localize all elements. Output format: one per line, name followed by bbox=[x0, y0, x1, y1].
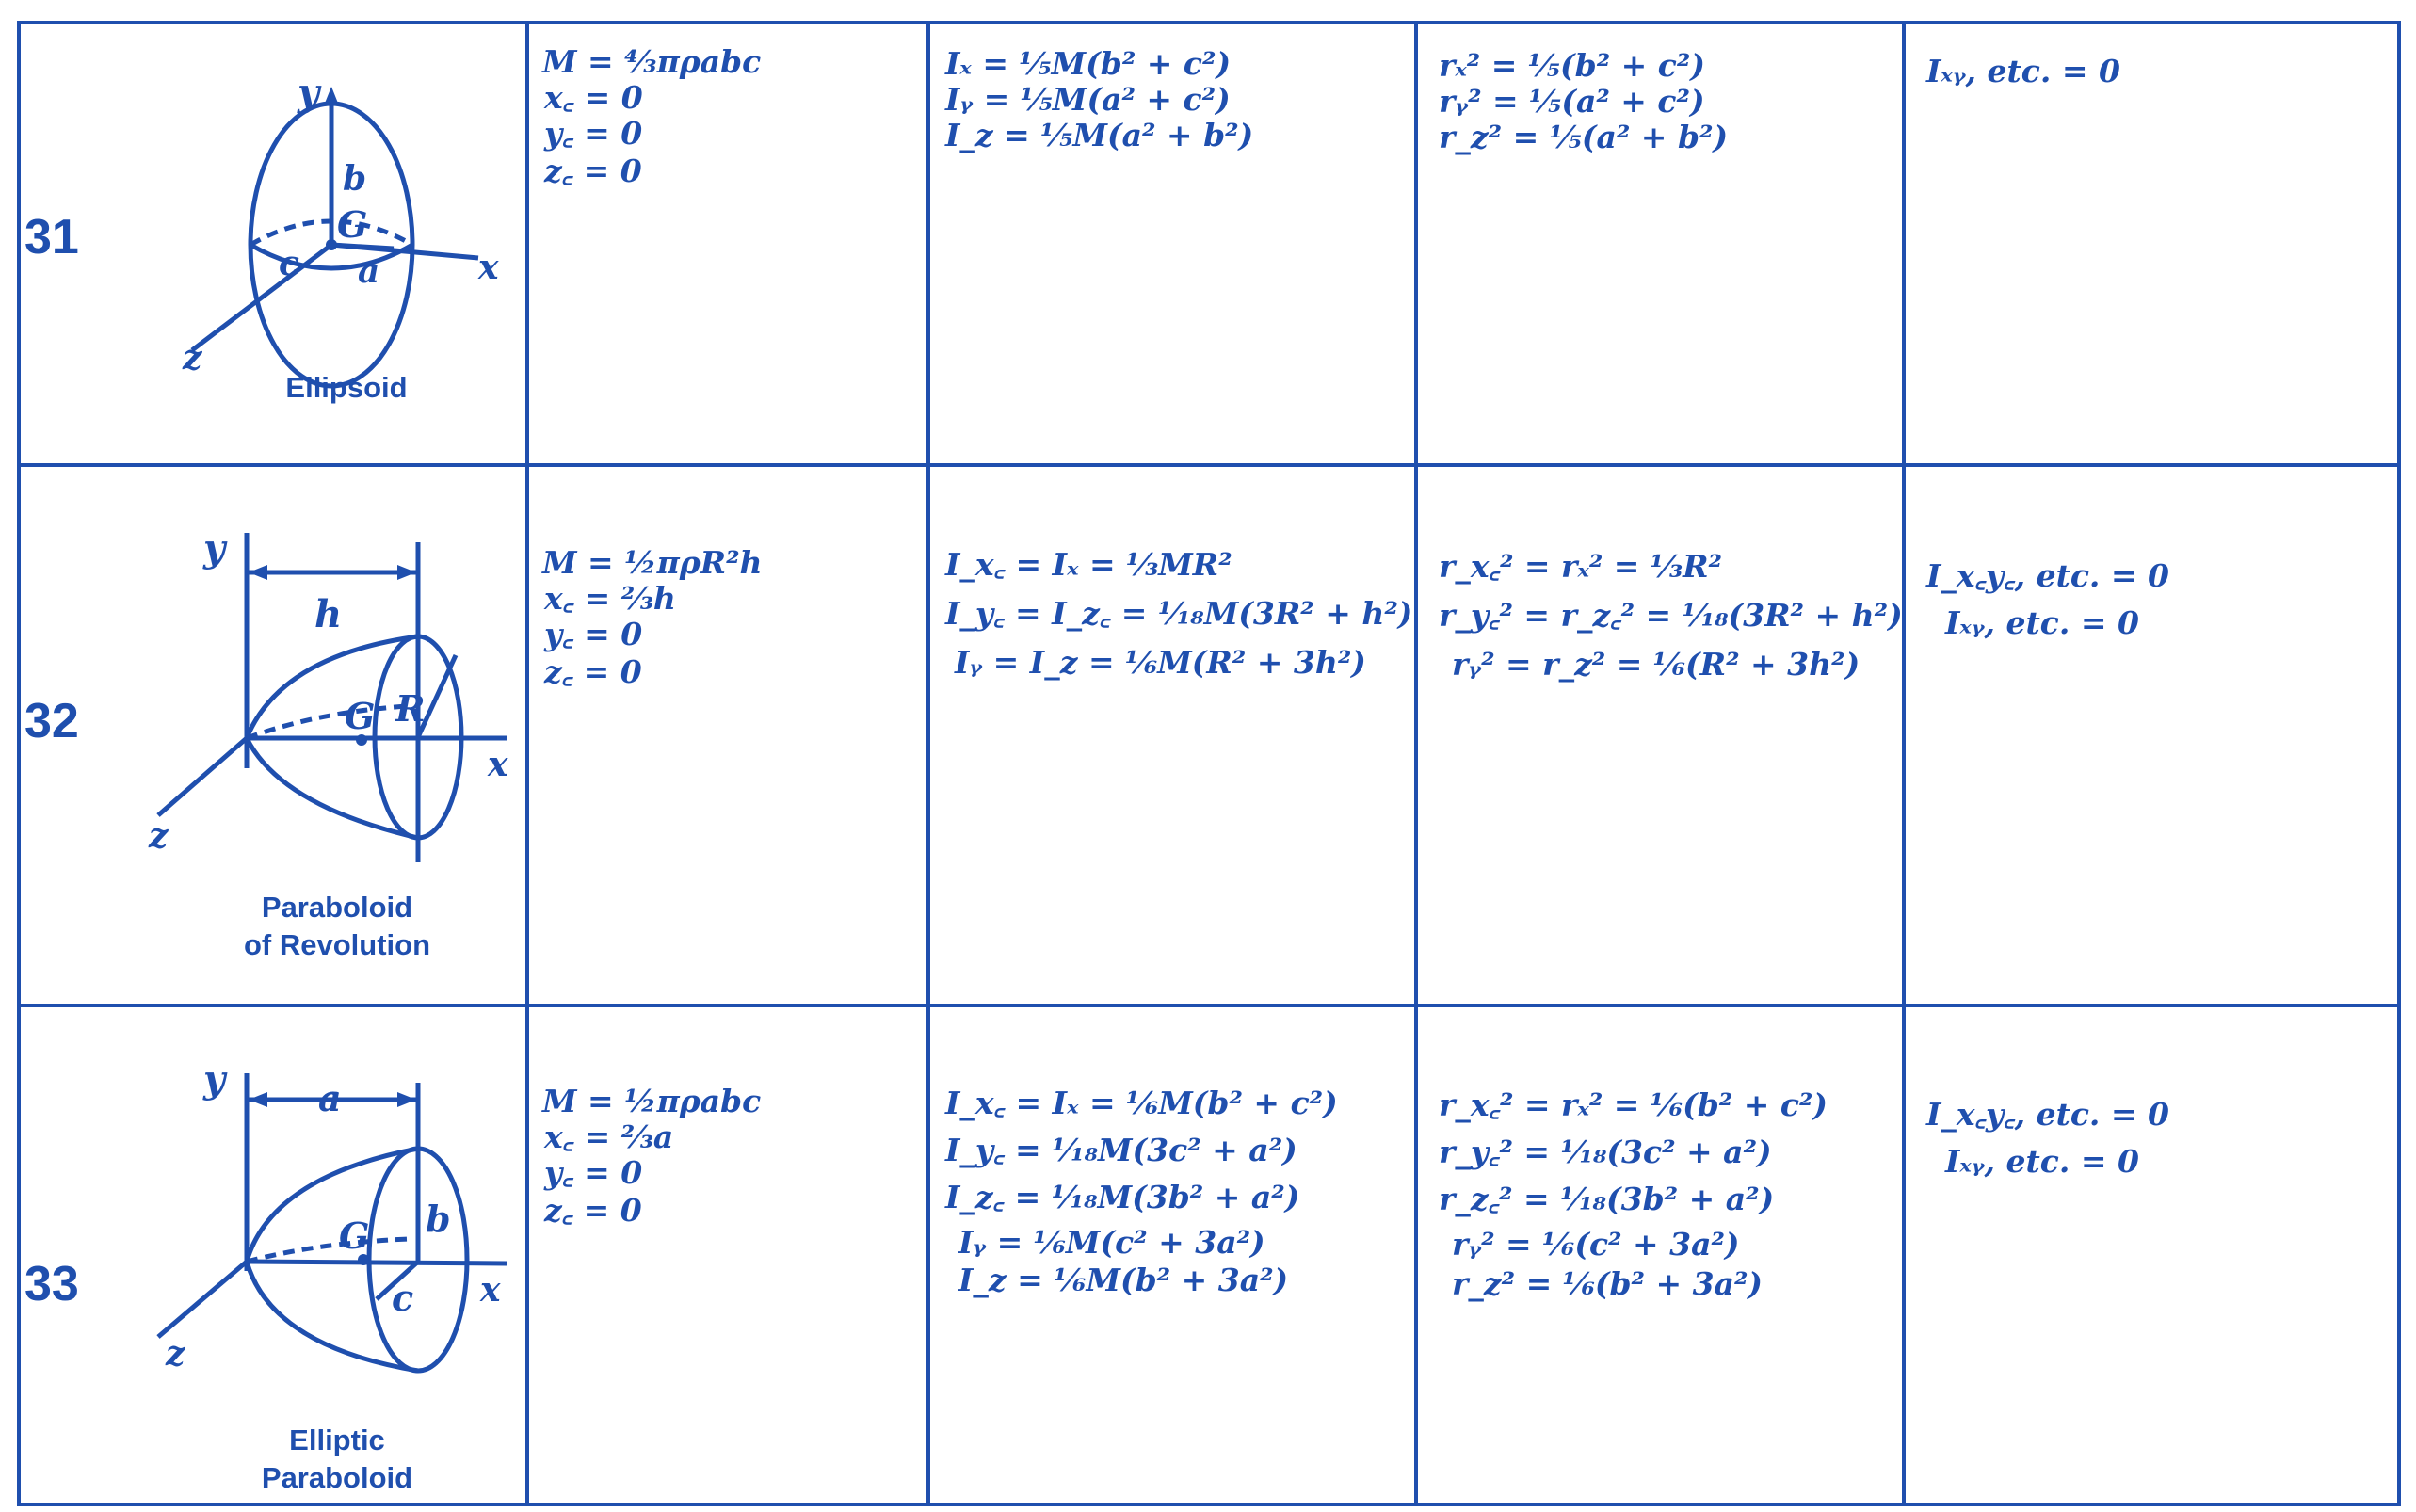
table-row: 32 y x z bbox=[17, 467, 2401, 1004]
formula: x꜀ = ⅔a bbox=[544, 1118, 674, 1155]
formula: I_z꜀ = ¹⁄₁₈M(3b² + a²) bbox=[945, 1179, 1300, 1215]
formula: M = ⁴⁄₃πρabc bbox=[542, 43, 762, 80]
formula: r_z꜀² = ¹⁄₁₈(3b² + a²) bbox=[1439, 1181, 1775, 1217]
formula: I_y꜀ = I_z꜀ = ¹⁄₁₈M(3R² + h²) bbox=[945, 595, 1413, 632]
row-number: 33 bbox=[24, 1257, 79, 1311]
table-border-left bbox=[17, 21, 21, 1506]
formula: Iₓ = ⅕M(b² + c²) bbox=[945, 45, 1232, 82]
formula: x꜀ = ⅔h bbox=[544, 580, 676, 617]
row-divider-1 bbox=[17, 463, 2401, 467]
table-border-right bbox=[2397, 21, 2401, 1506]
caption-line: Paraboloid bbox=[261, 891, 413, 924]
formula: r_x꜀² = rₓ² = ⅓R² bbox=[1439, 548, 1722, 585]
formula: rᵧ² = ⅕(a² + c²) bbox=[1439, 83, 1705, 120]
centroid-label: G bbox=[339, 1214, 369, 1257]
formula: z꜀ = 0 bbox=[544, 153, 642, 189]
properties-table: 31 y x z b a c G bbox=[17, 21, 2401, 1506]
elliptic-paraboloid-figure: y x z a b c G bbox=[130, 1057, 525, 1403]
axis-label-y: y bbox=[297, 71, 322, 115]
ellipsoid-figure: y x z b a c G bbox=[158, 49, 516, 389]
formula: Iᵧ = I_z = ⅙M(R² + 3h²) bbox=[955, 644, 1366, 681]
axis-label-x: x bbox=[479, 1270, 501, 1310]
caption-line: Elliptic bbox=[289, 1424, 385, 1456]
formula: r_z² = ⅙(b² + 3a²) bbox=[1452, 1265, 1764, 1302]
formula: y꜀ = 0 bbox=[544, 616, 643, 652]
formula: rᵧ² = ⅙(c² + 3a²) bbox=[1452, 1226, 1740, 1263]
dimension-label-b: b bbox=[343, 159, 366, 199]
caption-line: of Revolution bbox=[243, 928, 431, 961]
column-divider-3 bbox=[1414, 21, 1418, 1506]
formula: y꜀ = 0 bbox=[544, 115, 643, 152]
formula: x꜀ = 0 bbox=[544, 79, 643, 116]
formula: r_y꜀² = r_z꜀² = ¹⁄₁₈(3R² + h²) bbox=[1439, 597, 1903, 634]
table-border-bottom bbox=[17, 1503, 2401, 1506]
formula: I_x꜀ = Iₓ = ⅓MR² bbox=[945, 546, 1232, 583]
caption-line: Ellipsoid bbox=[285, 371, 408, 404]
table-row: 33 y x z bbox=[17, 1007, 2401, 1503]
centroid-label: G bbox=[345, 695, 375, 737]
paraboloid-of-revolution-figure: y x z h R G bbox=[130, 523, 525, 881]
column-divider-4 bbox=[1902, 21, 1906, 1506]
table-border-top bbox=[17, 21, 2401, 24]
formula: Iₓᵧ, etc. = 0 bbox=[1945, 604, 2139, 641]
row-number: 31 bbox=[24, 210, 79, 265]
axis-label-z: z bbox=[165, 1334, 186, 1374]
row-number: 32 bbox=[24, 694, 79, 748]
formula: Iᵧ = ⅙M(c² + 3a²) bbox=[958, 1224, 1265, 1261]
formula: I_x꜀y꜀, etc. = 0 bbox=[1926, 557, 2170, 594]
formula: rᵧ² = r_z² = ⅙(R² + 3h²) bbox=[1452, 646, 1860, 683]
formula: z꜀ = 0 bbox=[544, 1192, 642, 1229]
formula: I_x꜀y꜀, etc. = 0 bbox=[1926, 1096, 2170, 1133]
caption-line: Paraboloid bbox=[261, 1461, 413, 1494]
formula: r_x꜀² = rₓ² = ⅙(b² + c²) bbox=[1439, 1086, 1828, 1123]
axis-label-z: z bbox=[148, 816, 169, 856]
formula: Iₓᵧ, etc. = 0 bbox=[1926, 53, 2120, 89]
column-divider-1 bbox=[525, 21, 529, 1506]
formula: I_z = ⅕M(a² + b²) bbox=[945, 117, 1254, 153]
dimension-label-c: c bbox=[279, 244, 299, 283]
centroid-label: G bbox=[337, 203, 367, 246]
dimension-label-a: a bbox=[358, 251, 379, 291]
formula: M = ½πρabc bbox=[542, 1083, 762, 1119]
dimension-label-c: c bbox=[392, 1277, 413, 1319]
axis-label-z: z bbox=[182, 338, 203, 378]
formula: M = ½πρR²h bbox=[542, 544, 763, 581]
shape-caption: Ellipsoid bbox=[168, 369, 525, 407]
formula: Iᵧ = ⅕M(a² + c²) bbox=[945, 81, 1231, 118]
formula: Iₓᵧ, etc. = 0 bbox=[1945, 1143, 2139, 1180]
formula: y꜀ = 0 bbox=[544, 1154, 643, 1191]
formula: r_y꜀² = ¹⁄₁₈(3c² + a²) bbox=[1439, 1134, 1772, 1170]
dimension-label-h: h bbox=[314, 592, 342, 636]
dimension-label-a: a bbox=[318, 1077, 342, 1119]
table-row: 31 y x z b a c G bbox=[17, 21, 2401, 463]
formula: I_x꜀ = Iₓ = ⅙M(b² + c²) bbox=[945, 1085, 1338, 1121]
shape-caption: Paraboloid of Revolution bbox=[158, 889, 516, 964]
formula: I_y꜀ = ¹⁄₁₈M(3c² + a²) bbox=[945, 1132, 1297, 1168]
axis-label-x: x bbox=[477, 248, 499, 287]
formula: r_z² = ⅕(a² + b²) bbox=[1439, 119, 1729, 155]
axis-label-x: x bbox=[487, 745, 508, 784]
formula: z꜀ = 0 bbox=[544, 653, 642, 690]
formula: I_z = ⅙M(b² + 3a²) bbox=[958, 1262, 1289, 1298]
formula: rₓ² = ⅕(b² + c²) bbox=[1439, 47, 1705, 84]
axis-label-y: y bbox=[202, 1057, 228, 1102]
shape-caption: Elliptic Paraboloid bbox=[158, 1422, 516, 1497]
row-divider-2 bbox=[17, 1004, 2401, 1007]
dimension-label-b: b bbox=[426, 1198, 451, 1240]
axis-label-y: y bbox=[202, 526, 228, 571]
dimension-label-R: R bbox=[395, 687, 426, 730]
column-divider-2 bbox=[926, 21, 930, 1506]
